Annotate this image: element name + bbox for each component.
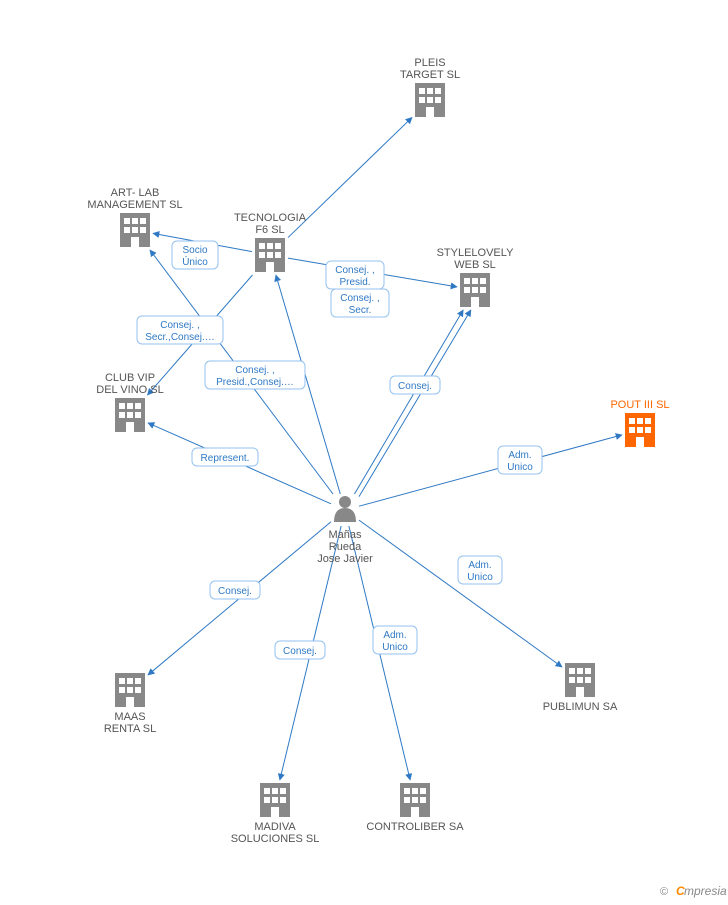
svg-text:Presid.,Consej.…: Presid.,Consej.… — [216, 377, 294, 388]
svg-text:Represent.: Represent. — [201, 453, 250, 464]
edge-label: Consej. ,Presid. — [326, 261, 384, 289]
edge-label: Consej. — [275, 641, 325, 659]
svg-text:Presid.: Presid. — [339, 277, 370, 288]
edge — [359, 435, 622, 506]
node-person[interactable]: MañasRuedaJose Javier — [317, 496, 373, 565]
copyright: © — [660, 886, 668, 898]
edge — [359, 310, 471, 497]
nodes-layer: PLEISTARGET SL ART- LABMANAGEMENT SL TECNO… — [87, 57, 669, 845]
svg-text:Consej.: Consej. — [283, 646, 317, 657]
svg-text:Consej. ,: Consej. , — [335, 265, 374, 276]
node-maas[interactable]: MAASRENTA SL — [104, 673, 156, 735]
node-control[interactable]: CONTROLIBER SA — [366, 783, 464, 833]
svg-text:Consej.: Consej. — [218, 586, 252, 597]
edge-label: Adm.Unico — [458, 556, 502, 584]
node-label: MAAS — [114, 711, 145, 723]
node-label: RENTA SL — [104, 723, 156, 735]
svg-text:Secr.,Consej.…: Secr.,Consej.… — [145, 332, 214, 343]
node-label: POUT III SL — [610, 399, 669, 411]
svg-text:Adm.: Adm. — [383, 630, 406, 641]
edge-label: Adm.Unico — [373, 626, 417, 654]
node-label: ART- LAB — [111, 187, 160, 199]
node-label: DEL VINO SL — [96, 384, 163, 396]
svg-text:Consej. ,: Consej. , — [160, 320, 199, 331]
svg-text:Socio: Socio — [182, 245, 207, 256]
node-label: STYLELOVELY — [437, 247, 514, 259]
svg-text:Adm.: Adm. — [468, 560, 491, 571]
edge — [354, 310, 463, 494]
footer: © C mpresia — [660, 884, 727, 898]
node-label: PLEIS — [414, 57, 445, 69]
node-label: SOLUCIONES SL — [231, 833, 320, 845]
node-label: PUBLIMUN SA — [543, 701, 618, 713]
edge-label: Consej. ,Secr. — [331, 289, 389, 317]
svg-text:Consej. ,: Consej. , — [340, 293, 379, 304]
svg-text:Secr.: Secr. — [349, 305, 372, 316]
edge — [288, 117, 412, 237]
svg-text:Adm.: Adm. — [508, 450, 531, 461]
edge-label: SocioÚnico — [172, 241, 218, 269]
svg-text:Unico: Unico — [507, 462, 533, 473]
node-label: MANAGEMENT SL — [87, 199, 182, 211]
svg-text:Unico: Unico — [467, 572, 493, 583]
node-pleis[interactable]: PLEISTARGET SL — [400, 57, 460, 117]
node-label: WEB SL — [454, 259, 496, 271]
node-tecno[interactable]: TECNOLOGIAF6 SL — [234, 212, 307, 272]
node-style[interactable]: STYLELOVELYWEB SL — [437, 247, 514, 307]
svg-text:Consej. ,: Consej. , — [235, 365, 274, 376]
edge-label: Consej. — [210, 581, 260, 599]
node-label: CONTROLIBER SA — [366, 821, 464, 833]
node-clubvip[interactable]: CLUB VIPDEL VINO SL — [96, 372, 163, 432]
svg-text:Único: Único — [182, 255, 208, 268]
node-pout[interactable]: POUT III SL — [610, 399, 669, 447]
edge-label: Consej. ,Presid.,Consej.… — [205, 361, 305, 389]
node-publimun[interactable]: PUBLIMUN SA — [543, 663, 618, 713]
node-label: Rueda — [329, 541, 362, 553]
svg-text:Unico: Unico — [382, 642, 408, 653]
node-madiva[interactable]: MADIVASOLUCIONES SL — [231, 783, 320, 845]
edge-label: Consej. — [390, 376, 440, 394]
logo-rest: mpresia — [684, 884, 727, 898]
node-label: CLUB VIP — [105, 372, 155, 384]
edge-label: Adm.Unico — [498, 446, 542, 474]
node-label: F6 SL — [255, 224, 284, 236]
node-label: MADIVA — [254, 821, 296, 833]
node-label: Mañas — [328, 529, 362, 541]
node-label: Jose Javier — [317, 553, 373, 565]
edge-label: Represent. — [192, 448, 258, 466]
node-label: TECNOLOGIA — [234, 212, 307, 224]
svg-text:Consej.: Consej. — [398, 381, 432, 392]
node-artlab[interactable]: ART- LABMANAGEMENT SL — [87, 187, 182, 247]
node-label: TARGET SL — [400, 69, 460, 81]
edge-label: Consej. ,Secr.,Consej.… — [137, 316, 223, 344]
